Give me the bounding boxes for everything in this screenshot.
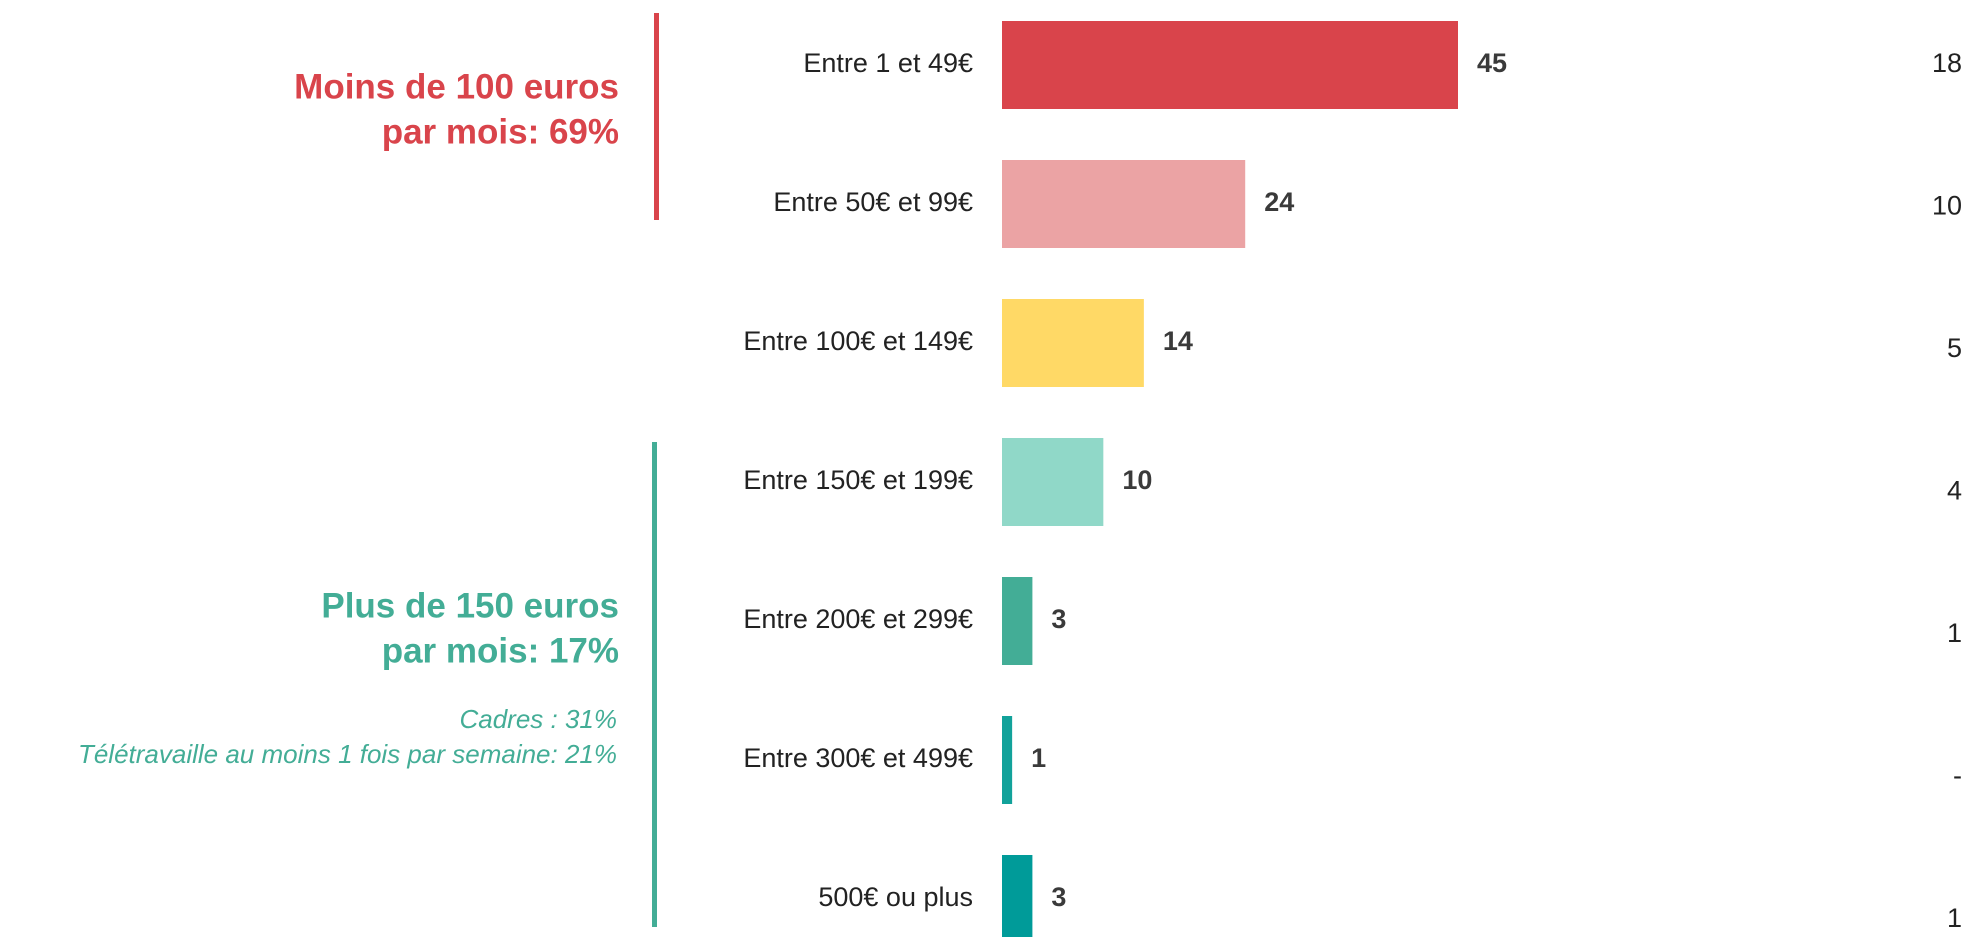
value-label: 45 (1477, 48, 1507, 78)
column2-label: 18 (1932, 48, 1962, 78)
column2-label: 5 (1947, 333, 1962, 363)
column2-label: 1 (1947, 618, 1962, 648)
group-label: par mois: 17% (382, 631, 619, 670)
value-label: 3 (1051, 882, 1066, 912)
column2-label: 1 (1947, 903, 1962, 933)
bar (1002, 577, 1033, 665)
column2-label: 4 (1947, 476, 1962, 506)
category-label: Entre 100€ et 149€ (743, 326, 973, 356)
group-bracket (654, 13, 659, 220)
column2-label: 10 (1932, 191, 1962, 221)
bar (1002, 160, 1246, 248)
value-label: 10 (1122, 465, 1152, 495)
category-label: Entre 50€ et 99€ (773, 187, 973, 217)
category-label: Entre 200€ et 299€ (743, 604, 973, 634)
category-label: Entre 150€ et 199€ (743, 465, 973, 495)
value-label: 1 (1031, 743, 1046, 773)
category-label: Entre 1 et 49€ (803, 48, 973, 78)
value-label: 14 (1163, 326, 1193, 356)
group-label: Moins de 100 euros (294, 67, 619, 106)
bar (1002, 438, 1104, 526)
value-label: 24 (1264, 187, 1294, 217)
bar (1002, 716, 1013, 804)
group-label: Plus de 150 euros (321, 586, 619, 625)
group-note: Cadres : 31% (459, 704, 617, 734)
category-label: 500€ ou plus (818, 882, 973, 912)
group-bracket (652, 442, 657, 927)
group-label: par mois: 69% (382, 112, 619, 151)
bar (1002, 299, 1144, 387)
value-label: 3 (1051, 604, 1066, 634)
group-note: Télétravaille au moins 1 fois par semain… (78, 739, 617, 769)
bar (1002, 21, 1458, 109)
category-label: Entre 300€ et 499€ (743, 743, 973, 773)
bar (1002, 855, 1033, 937)
column2-label: - (1953, 761, 1962, 791)
